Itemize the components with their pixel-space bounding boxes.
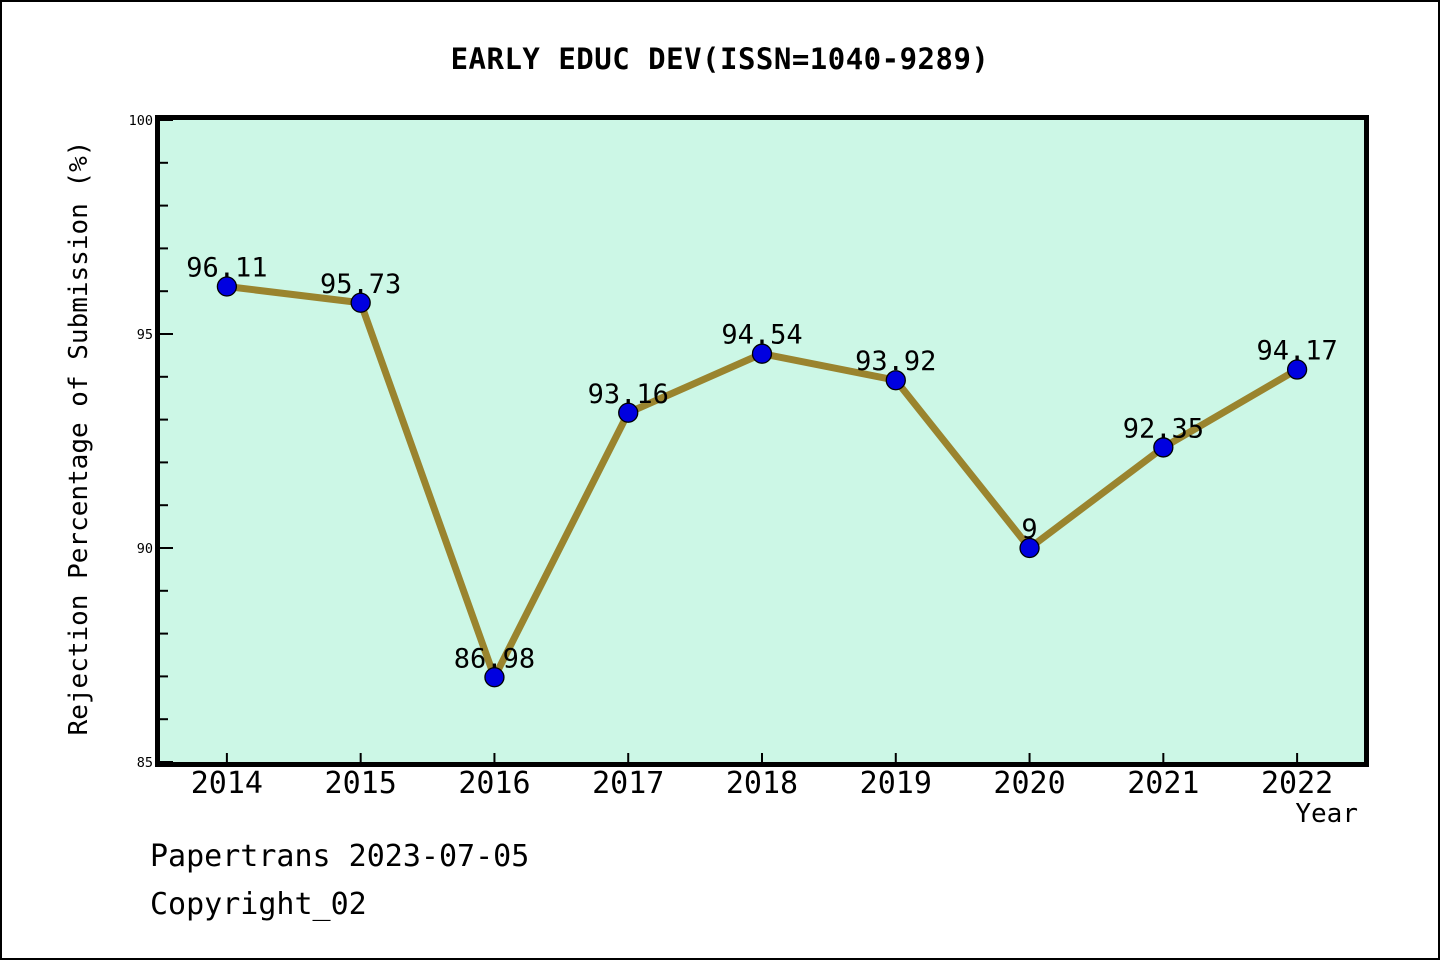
x-tick-label-2016: 2016 xyxy=(458,766,530,801)
data-point-2022 xyxy=(1286,359,1308,380)
x-tick-label-2021: 2021 xyxy=(1127,766,1199,801)
data-point-label-2015: 95.73 xyxy=(320,269,401,300)
data-point-label-2020: 9 xyxy=(1021,514,1037,545)
x-tick-label-2020: 2020 xyxy=(993,766,1065,801)
x-tick-label-2018: 2018 xyxy=(726,766,798,801)
data-point-label-2016: 86.98 xyxy=(454,643,535,674)
x-tick-label-2019: 2019 xyxy=(860,766,932,801)
data-point-2015 xyxy=(350,292,371,313)
data-point-label-2022: 94.17 xyxy=(1256,336,1337,367)
data-point-2021 xyxy=(1153,437,1174,458)
watermark-papertrans: Papertrans 2023-07-05 xyxy=(150,839,530,874)
y-tick-label-85: 85 xyxy=(137,755,153,771)
x-tick-label-2017: 2017 xyxy=(592,766,664,801)
y-tick-label-90: 90 xyxy=(137,541,153,557)
x-tick-label-2015: 2015 xyxy=(325,766,397,801)
y-tick-label-100: 100 xyxy=(129,113,153,129)
data-point-label-2019: 93.92 xyxy=(855,346,936,377)
data-point-2017 xyxy=(618,402,639,423)
y-tick-label-95: 95 xyxy=(137,327,153,343)
watermark-copyright: Copyright_02 xyxy=(150,887,367,922)
plot-border xyxy=(155,115,1369,767)
data-point-2016 xyxy=(484,667,505,688)
data-point-label-2017: 93.16 xyxy=(588,379,669,410)
x-tick-label-2014: 2014 xyxy=(191,766,263,801)
data-point-label-2018: 94.54 xyxy=(721,320,802,351)
data-point-2020 xyxy=(1019,537,1040,559)
chart-title: EARLY EDUC DEV(ISSN=1040-9289) xyxy=(450,42,990,76)
data-point-2018 xyxy=(751,343,773,364)
x-tick-label-2022: 2022 xyxy=(1261,766,1333,801)
data-point-2019 xyxy=(885,370,906,391)
data-point-2014 xyxy=(216,276,238,297)
data-point-label-2021: 92.35 xyxy=(1123,413,1204,444)
data-point-label-2014: 96.11 xyxy=(186,252,267,283)
x-axis-label: Year xyxy=(1295,799,1358,829)
